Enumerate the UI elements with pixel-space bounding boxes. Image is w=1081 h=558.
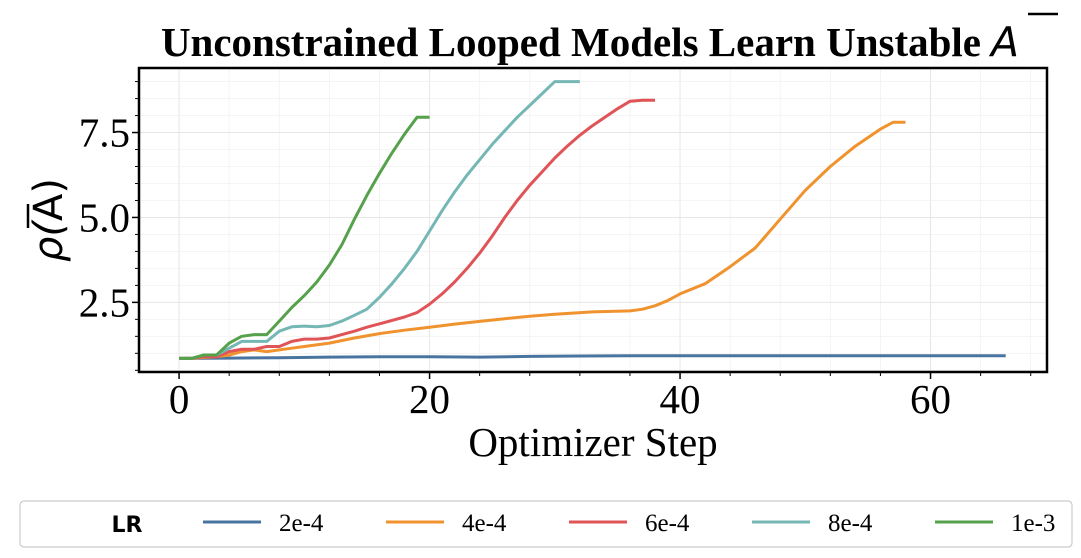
legend-label: 4e-4: [462, 510, 507, 537]
legend-label: 1e-3: [1011, 510, 1055, 537]
chart-title-text: Unconstrained Looped Models Learn Unstab…: [161, 19, 981, 65]
y-axis-label: ρ(A): [26, 178, 72, 262]
x-tick-label: 60: [910, 376, 951, 422]
series-line-1e-3: [179, 115, 430, 360]
series-line-6e-4: [179, 98, 655, 360]
chart-title: Unconstrained Looped Models Learn Unstab…: [161, 18, 1019, 66]
x-axis-label: Optimizer Step: [468, 419, 717, 465]
y-tick-label: 2.5: [79, 279, 130, 325]
y-tick-label: 7.5: [79, 110, 130, 156]
axis-ticks: 0 20 40 60 2.5 5.0 7.5: [79, 81, 1032, 422]
y-tick-label: 5.0: [79, 194, 130, 240]
y-label-prefix: ρ(: [26, 219, 72, 262]
plot-frame: [137, 66, 1049, 374]
y-axis-label-text: ρ(A): [26, 178, 72, 262]
y-label-symbol: A: [26, 193, 72, 221]
series-lines: [179, 80, 1006, 360]
x-tick-label: 40: [660, 376, 701, 422]
legend-title: LR: [112, 513, 143, 538]
legend-label: 8e-4: [828, 510, 873, 537]
legend-frame: [19, 500, 1073, 548]
y-label-suffix: ): [26, 178, 72, 194]
legend: LR 2e-4 4e-4 6e-4 8e-4 1e-3: [19, 500, 1073, 548]
legend-label: 6e-4: [645, 510, 690, 537]
x-tick-label: 20: [409, 376, 450, 422]
legend-items: 2e-4 4e-4 6e-4 8e-4 1e-3: [203, 510, 1055, 537]
legend-label: 2e-4: [279, 510, 324, 537]
grid: [139, 68, 1047, 372]
series-line-4e-4: [179, 120, 906, 360]
chart-title-symbol: A: [988, 18, 1019, 66]
series-line-8e-4: [179, 80, 580, 360]
series-line-2e-4: [179, 354, 1006, 360]
x-tick-label: 0: [169, 376, 190, 422]
